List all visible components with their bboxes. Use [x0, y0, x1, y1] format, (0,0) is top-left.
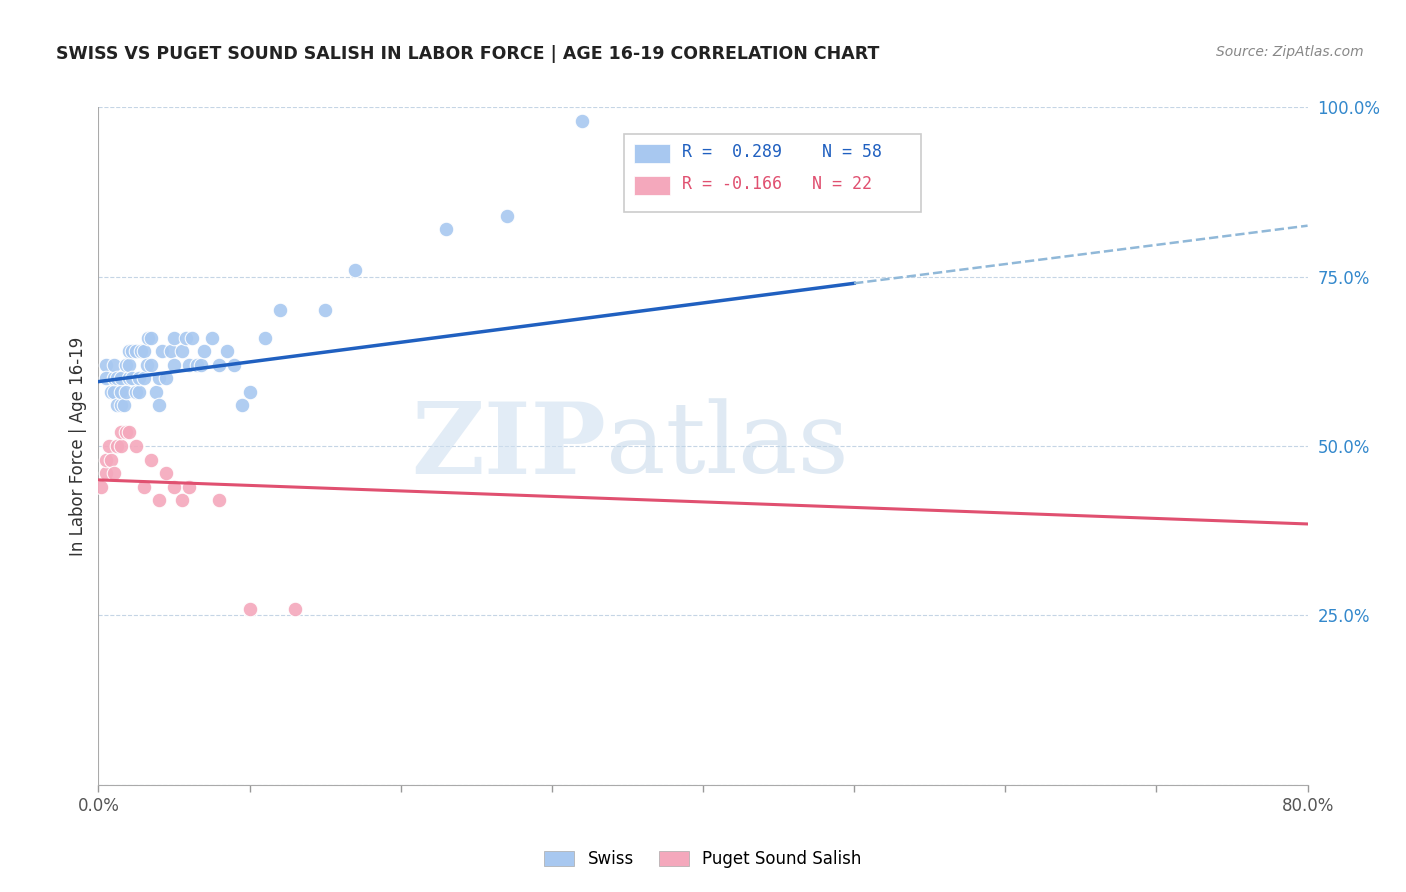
Point [128, 384, 150, 399]
Point [150, 344, 173, 359]
Point [132, 480, 155, 494]
Point [105, 439, 128, 453]
Point [135, 358, 157, 372]
Point [110, 384, 132, 399]
Point [179, 480, 201, 494]
Point [94, 371, 117, 385]
Point [160, 344, 183, 359]
Y-axis label: In Labor Force | Age 16-19: In Labor Force | Age 16-19 [69, 336, 87, 556]
Point [170, 344, 193, 359]
Point [434, 222, 457, 236]
Point [118, 371, 141, 385]
Point [103, 384, 125, 399]
Text: ZIP: ZIP [412, 398, 606, 494]
Text: atlas: atlas [606, 398, 849, 494]
Point [105, 371, 128, 385]
Point [114, 425, 136, 440]
Point [141, 452, 163, 467]
Legend: Swiss, Puget Sound Salish: Swiss, Puget Sound Salish [537, 844, 869, 875]
Point [571, 113, 593, 128]
Point [148, 493, 170, 508]
Point [269, 303, 291, 318]
Point [100, 452, 122, 467]
Point [170, 493, 193, 508]
Point [208, 493, 231, 508]
Point [125, 384, 148, 399]
Point [284, 601, 307, 615]
Point [239, 601, 262, 615]
Text: Source: ZipAtlas.com: Source: ZipAtlas.com [1216, 45, 1364, 59]
Point [132, 344, 155, 359]
Point [163, 480, 186, 494]
Point [110, 371, 132, 385]
Point [145, 384, 167, 399]
Point [94, 466, 117, 480]
Point [114, 384, 136, 399]
Point [190, 358, 212, 372]
Point [174, 330, 197, 344]
Point [110, 425, 132, 440]
Point [125, 439, 148, 453]
Point [136, 330, 159, 344]
Point [125, 344, 148, 359]
Point [253, 330, 276, 344]
Point [121, 371, 143, 385]
Point [128, 371, 150, 385]
Text: R =  0.289    N = 58: R = 0.289 N = 58 [682, 143, 883, 161]
Point [179, 358, 201, 372]
Point [121, 344, 143, 359]
Point [110, 439, 132, 453]
Point [224, 358, 246, 372]
Point [344, 262, 367, 277]
Point [148, 371, 170, 385]
Point [181, 330, 204, 344]
Point [239, 384, 262, 399]
Point [112, 398, 135, 412]
Point [98, 439, 121, 453]
Point [141, 330, 163, 344]
Point [94, 358, 117, 372]
FancyBboxPatch shape [624, 134, 921, 212]
Point [110, 398, 132, 412]
Point [155, 466, 177, 480]
Point [132, 371, 155, 385]
Point [129, 344, 152, 359]
Point [201, 330, 224, 344]
Point [163, 330, 186, 344]
FancyBboxPatch shape [634, 177, 671, 195]
Point [118, 358, 141, 372]
Point [118, 344, 141, 359]
Point [186, 358, 208, 372]
Point [193, 344, 215, 359]
Point [155, 371, 177, 385]
Point [94, 452, 117, 467]
Point [208, 358, 231, 372]
Text: R = -0.166   N = 22: R = -0.166 N = 22 [682, 175, 873, 193]
FancyBboxPatch shape [634, 144, 671, 162]
Point [103, 371, 125, 385]
Point [215, 344, 238, 359]
Point [141, 358, 163, 372]
Point [114, 358, 136, 372]
Point [103, 358, 125, 372]
Point [103, 466, 125, 480]
Point [231, 398, 253, 412]
Point [105, 398, 128, 412]
Point [163, 358, 186, 372]
Point [118, 425, 141, 440]
Text: SWISS VS PUGET SOUND SALISH IN LABOR FORCE | AGE 16-19 CORRELATION CHART: SWISS VS PUGET SOUND SALISH IN LABOR FOR… [56, 45, 880, 62]
Point [495, 209, 517, 223]
Point [148, 398, 170, 412]
Point [314, 303, 336, 318]
Point [90, 480, 112, 494]
Point [100, 384, 122, 399]
